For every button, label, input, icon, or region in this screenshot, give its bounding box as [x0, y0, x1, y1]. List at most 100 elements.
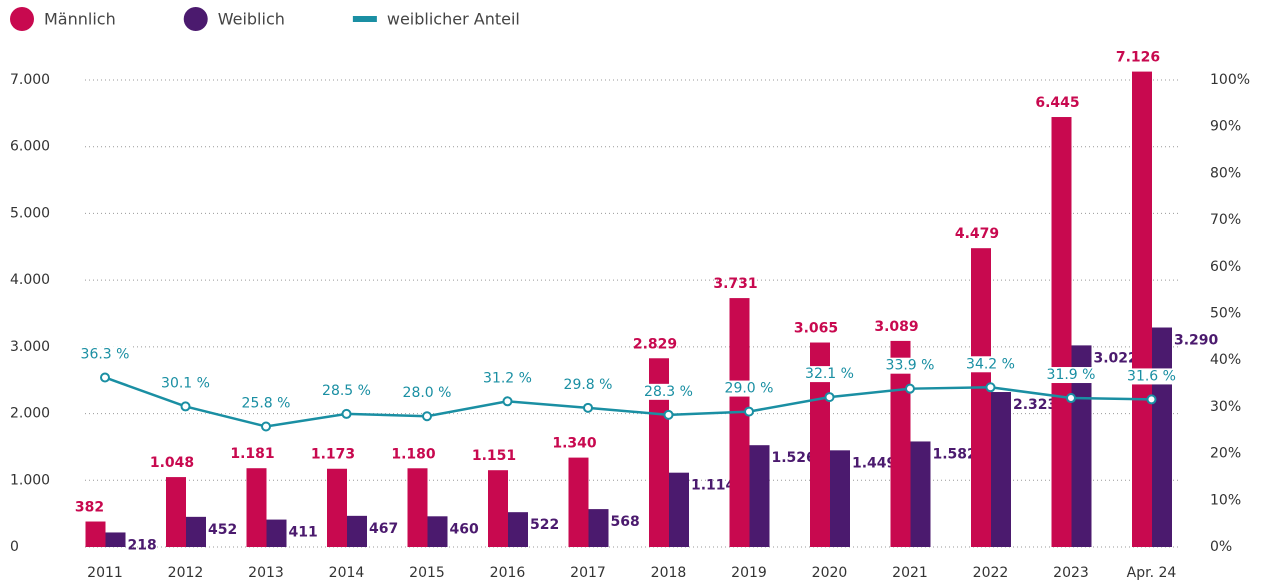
x-tick-label: 2013 [248, 565, 284, 581]
value-label: 28.0 % [403, 385, 452, 401]
value-label: 2.323 [1013, 397, 1057, 413]
y-tick-label: 6.000 [10, 139, 50, 155]
y2-tick-label: 30% [1210, 399, 1241, 415]
bar [347, 515, 367, 547]
label-background [803, 366, 856, 383]
x-tick-label: 2017 [570, 565, 606, 581]
x-tick-label: 2015 [409, 565, 445, 581]
y2-tick-label: 70% [1210, 212, 1241, 228]
y-tick-label: 1.000 [10, 472, 50, 488]
bar [246, 468, 267, 547]
value-label: 1.180 [391, 446, 436, 462]
x-tick-label: 2023 [1053, 565, 1089, 581]
legend-swatch [10, 7, 34, 31]
value-label: 411 [289, 525, 318, 541]
legend-swatch [183, 7, 208, 31]
value-label: 3.089 [874, 319, 918, 335]
value-label: 3.731 [713, 276, 757, 292]
bar [1132, 71, 1152, 548]
y2-tick-label: 50% [1210, 306, 1241, 322]
line-marker [180, 401, 191, 412]
line-marker [100, 372, 110, 383]
y-tick-label: 4.000 [10, 272, 50, 288]
value-label: 32.1 % [805, 366, 854, 382]
value-label: 29.0 % [725, 381, 774, 397]
y-tick-label: 0 [10, 539, 19, 555]
label-background [400, 385, 454, 402]
label-background [1044, 367, 1098, 384]
value-label: 7.126 [1116, 50, 1160, 66]
line-marker [1066, 393, 1076, 404]
value-label: 452 [208, 522, 237, 538]
bar [830, 450, 850, 547]
value-label: 460 [450, 521, 479, 537]
value-label: 34.2 % [966, 356, 1015, 372]
bar [166, 477, 186, 547]
value-label: 29.8 % [564, 377, 613, 393]
value-label: 6.445 [1035, 95, 1079, 111]
label-background [320, 382, 373, 399]
label-background [722, 380, 776, 397]
bar [1051, 117, 1072, 547]
x-tick-label: 2019 [731, 565, 767, 581]
line-marker [1146, 394, 1157, 405]
value-label: 36.3 % [81, 346, 130, 362]
line-marker [502, 396, 513, 407]
x-tick-label: 2011 [87, 565, 123, 581]
legend-swatch [352, 16, 377, 22]
line-marker [422, 411, 432, 422]
y2-tick-label: 10% [1210, 492, 1241, 508]
label-background [78, 346, 132, 363]
x-tick-label: 2012 [168, 565, 204, 581]
bar [810, 342, 830, 547]
bar [85, 521, 106, 547]
line-marker [824, 392, 835, 403]
label-background [883, 357, 937, 374]
legend-label: weiblicher Anteil [387, 10, 520, 29]
value-label: 28.5 % [322, 383, 371, 399]
value-label: 28.3 % [644, 384, 693, 400]
bar [568, 457, 589, 547]
bar [186, 516, 206, 547]
y-tick-label: 3.000 [10, 339, 50, 355]
y2-tick-label: 60% [1210, 259, 1241, 275]
line-marker [744, 406, 754, 417]
y2-tick-label: 0% [1210, 539, 1232, 555]
value-label: 568 [611, 514, 640, 530]
value-label: 218 [128, 537, 157, 553]
bar [729, 298, 750, 547]
line-marker [985, 382, 996, 393]
bar [649, 358, 669, 547]
bar [890, 340, 911, 547]
line-marker [261, 421, 271, 432]
bar [669, 472, 689, 547]
y-tick-label: 7.000 [10, 72, 50, 88]
bar [749, 445, 770, 547]
value-label: 33.9 % [886, 358, 935, 374]
value-label: 3.022 [1094, 350, 1138, 366]
label-background [964, 356, 1017, 373]
label-background [1125, 368, 1178, 385]
value-label: 2.829 [633, 336, 677, 352]
bar [991, 392, 1011, 547]
value-label: 1.181 [230, 446, 274, 462]
value-label: 4.479 [955, 226, 999, 242]
bar [1071, 345, 1092, 547]
bar [910, 441, 931, 547]
value-label: 1.449 [852, 455, 896, 471]
label-background [642, 383, 695, 400]
value-label: 31.2 % [483, 370, 532, 386]
line [104, 376, 1152, 428]
label-background [561, 376, 615, 393]
line-marker [583, 402, 593, 413]
value-label: 1.582 [933, 446, 977, 462]
x-tick-label: 2020 [812, 565, 848, 581]
line-marker [905, 383, 915, 394]
value-label: 1.151 [472, 448, 516, 464]
value-label: 25.8 % [242, 396, 291, 412]
label-background [159, 375, 212, 392]
bar [105, 532, 126, 547]
x-tick-label: 2018 [651, 565, 687, 581]
value-label: 1.173 [311, 447, 355, 463]
